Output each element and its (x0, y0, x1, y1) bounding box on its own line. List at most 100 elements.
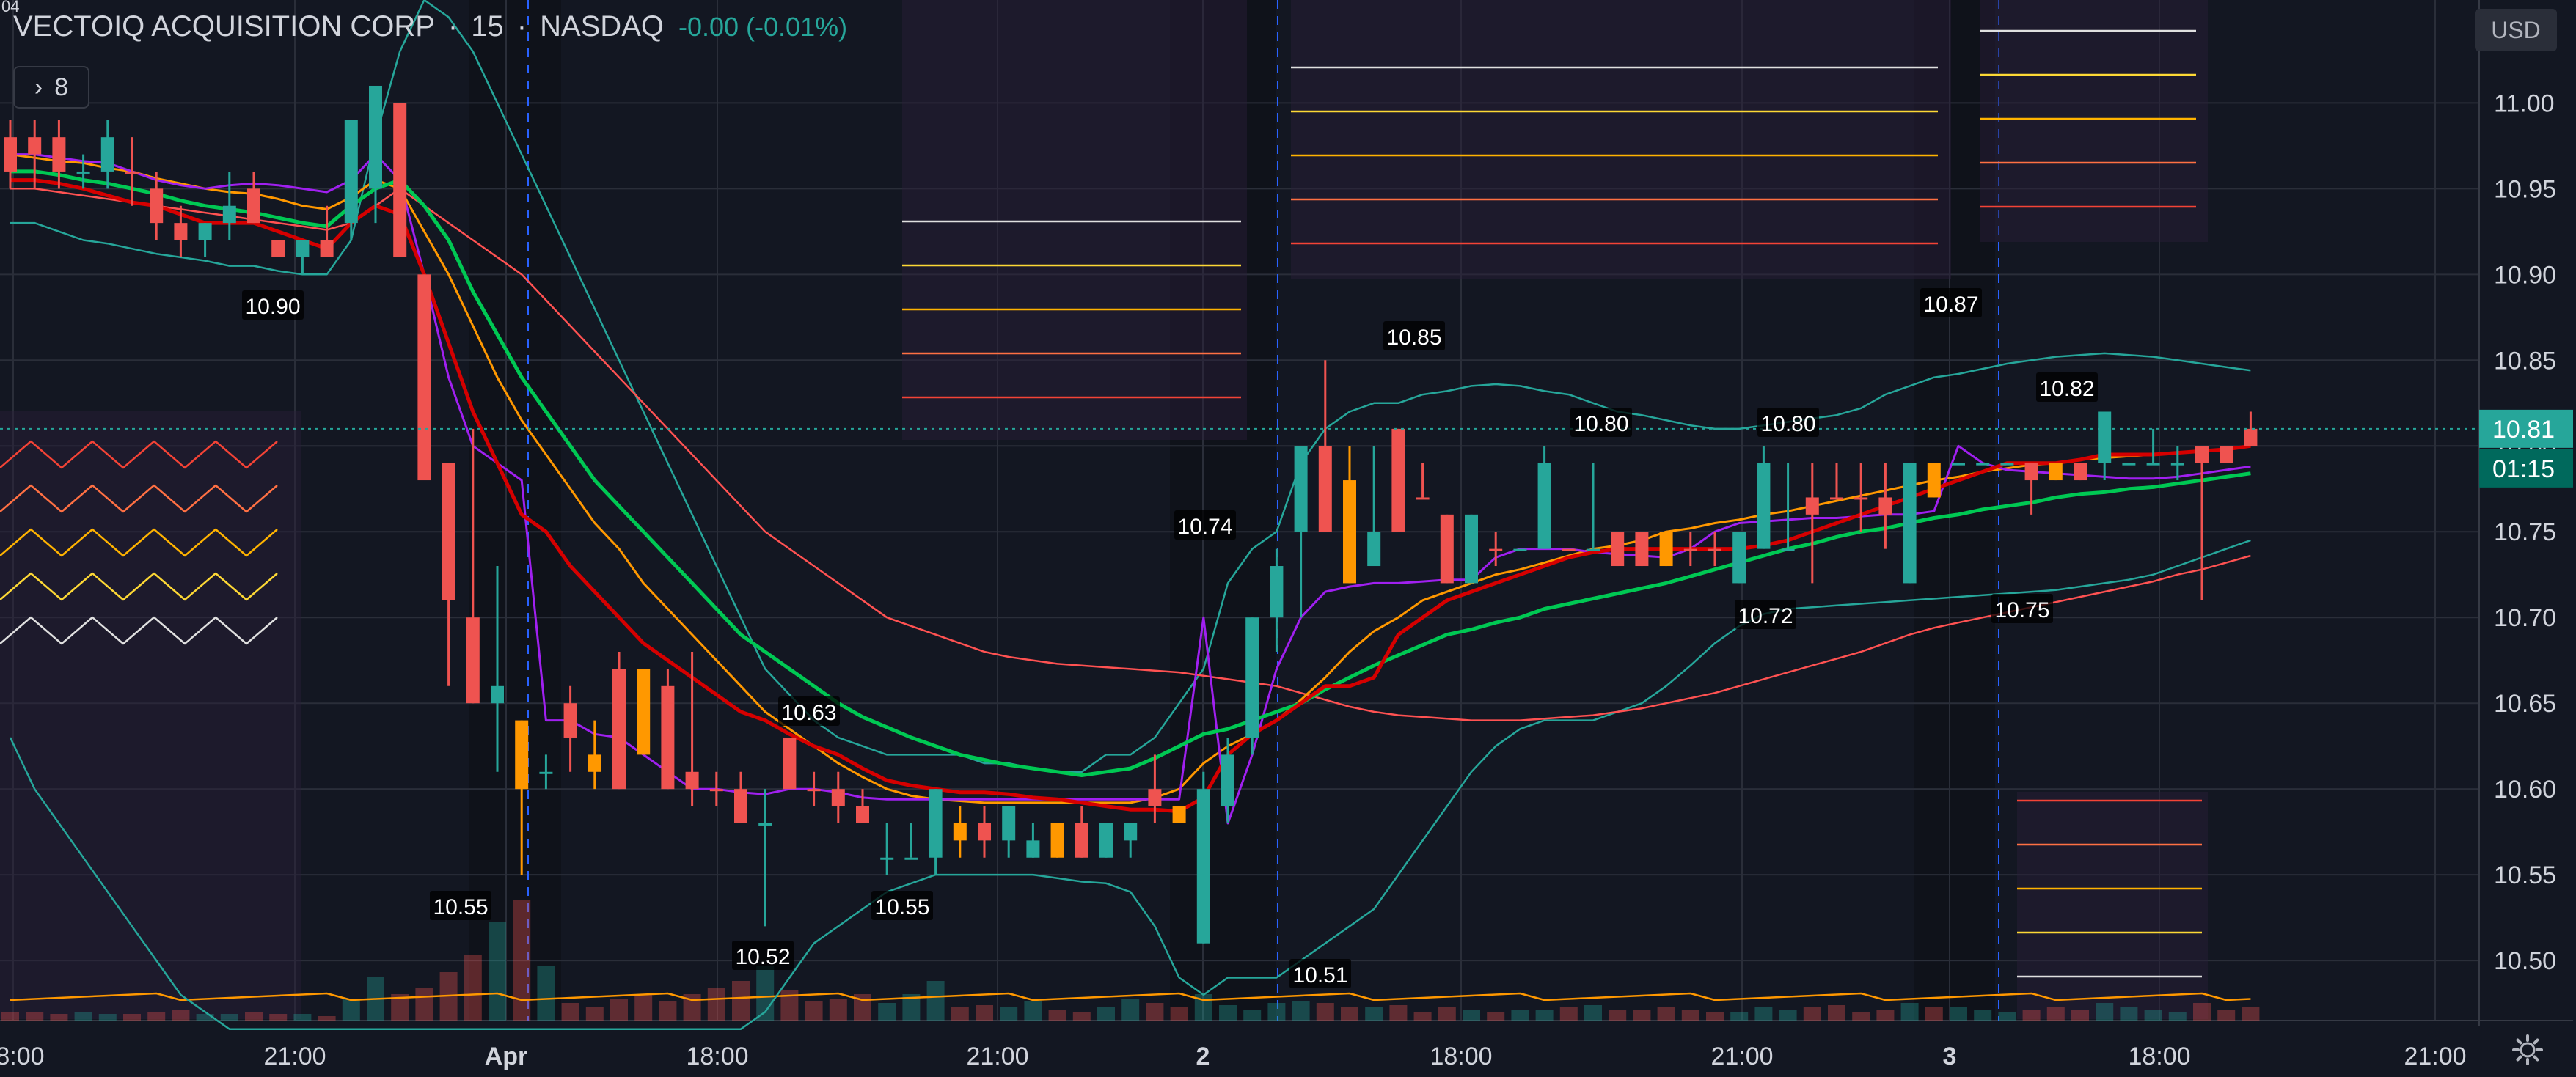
envelope-line-low (0, 616, 278, 645)
volume-bar (1267, 1003, 1286, 1021)
candle-body (271, 240, 285, 257)
x-tick-label: 21:00 (1710, 1043, 1773, 1070)
volume-bar (245, 1012, 263, 1021)
chevron-right-icon: › (34, 73, 43, 101)
volume-bar (2217, 1010, 2236, 1021)
candle-body (1318, 446, 1332, 532)
volume-bar (1365, 1007, 1383, 1021)
candle-body (1270, 566, 1284, 618)
volume-bar (1413, 1012, 1432, 1021)
candle-body (831, 789, 845, 806)
candle-body (222, 205, 236, 224)
volume-bar (2193, 1003, 2211, 1021)
candle-body (320, 240, 334, 257)
symbol-name[interactable]: VECTOIQ ACQUISITION CORP (13, 10, 435, 43)
candle-body (1489, 548, 1503, 551)
volume-bar (1974, 1010, 1992, 1021)
y-tick-label: 10.50 (2494, 947, 2556, 975)
candle-body (2024, 463, 2038, 481)
candle-body (2244, 428, 2258, 446)
x-tick-label: 18:00 (686, 1043, 748, 1070)
volume-bar (172, 1010, 190, 1021)
y-tick-label: 10.55 (2494, 861, 2556, 889)
gear-icon[interactable] (2511, 1034, 2544, 1066)
price-annotation: 10.72 (1738, 604, 1793, 628)
indicators-toggle-button[interactable]: › 8 (13, 66, 89, 109)
volume-bar (98, 1014, 117, 1021)
candle-body (1757, 463, 1771, 549)
volume-bar (1170, 1007, 1188, 1021)
volume-bar (1852, 1012, 1870, 1021)
candle-body (491, 685, 504, 704)
volume-bar (1072, 1012, 1091, 1021)
session-shade (469, 0, 561, 1021)
candle-body (978, 823, 991, 841)
candle-body (1878, 497, 1892, 515)
last-price-tag (2479, 409, 2573, 448)
volume-bar (50, 1014, 68, 1021)
exchange-label: NASDAQ (540, 10, 664, 43)
candle-body (125, 171, 139, 174)
candle-body (637, 669, 651, 755)
x-tick-label: 3 (1943, 1043, 1957, 1070)
volume-bar (1438, 1007, 1456, 1021)
candle-body (1830, 497, 1843, 500)
volume-bar (2120, 1007, 2138, 1021)
candle-body (1440, 514, 1454, 584)
volume-bar (1097, 1007, 1115, 1021)
currency-button[interactable]: USD (2475, 9, 2557, 51)
price-annotation: 10.51 (1292, 963, 1347, 988)
volume-bar (1633, 1010, 1651, 1021)
envelope-fill (1980, 0, 2208, 242)
candle-body (612, 669, 626, 790)
candle-body (563, 703, 577, 738)
envelope-line-low (0, 528, 278, 557)
volume-bar (707, 988, 725, 1021)
candle-body (1781, 548, 1795, 551)
candle-body (1391, 428, 1405, 532)
volume-bar (634, 994, 653, 1021)
volume-bar (1730, 1012, 1749, 1021)
candle-body (904, 857, 918, 860)
volume-bar (1657, 1007, 1675, 1021)
candle-body (1683, 548, 1697, 551)
candle-body (344, 120, 358, 224)
countdown-label: 01:15 (2492, 455, 2555, 483)
x-tick-label: 21:00 (263, 1043, 326, 1070)
candle-body (1148, 789, 1162, 806)
volume-bar (1316, 1003, 1334, 1021)
candle-body (1611, 532, 1625, 567)
volume-bar (780, 990, 799, 1021)
volume-bar (1950, 1007, 1967, 1021)
y-tick-label: 10.95 (2494, 175, 2556, 203)
volume-bar (2022, 1010, 2041, 1021)
price-annotation-box (1174, 510, 1236, 540)
y-tick-label: 10.60 (2494, 776, 2556, 804)
volume-bar (2046, 1007, 2065, 1021)
volume-bar (1243, 1010, 1262, 1021)
candle-body (1537, 463, 1551, 549)
candle-body (2220, 446, 2233, 463)
candle-body (1002, 806, 1016, 841)
volume-bar (1998, 1012, 2016, 1021)
candle-body (1562, 548, 1576, 551)
price-annotation: 10.75 (1994, 598, 2049, 622)
volume-bar (1681, 1010, 1699, 1021)
volume-bar (2144, 1010, 2162, 1021)
volume-bar (147, 1012, 166, 1021)
volume-bar (1024, 1001, 1042, 1021)
volume-bar (2071, 1010, 2089, 1021)
price-annotation-box (778, 696, 840, 726)
volume-bar (1292, 1001, 1310, 1021)
candle-body (588, 754, 601, 772)
candle-body (1099, 823, 1113, 858)
y-tick-label: 10.75 (2494, 518, 2556, 546)
volume-bar (561, 1003, 579, 1021)
candle-body (1708, 548, 1721, 551)
candle-body (2049, 463, 2063, 481)
volume-bar (269, 1014, 288, 1021)
volume-bar (1121, 999, 1140, 1021)
interval-label[interactable]: 15 (471, 10, 504, 43)
volume-bar (2242, 1007, 2260, 1021)
